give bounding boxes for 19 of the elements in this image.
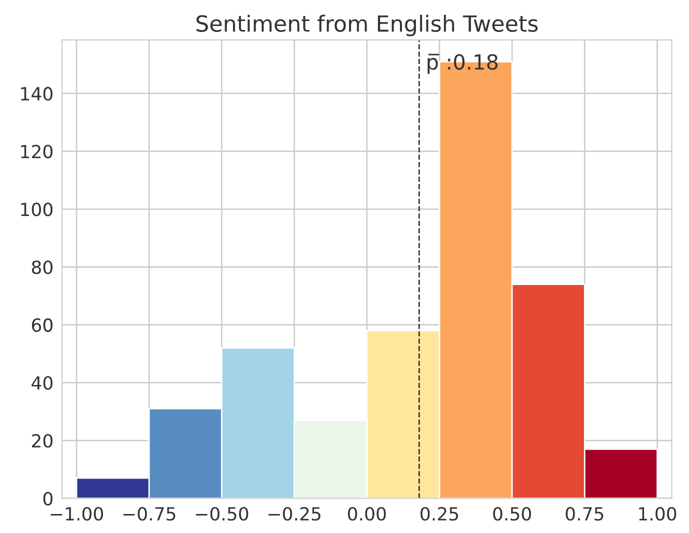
y-tick-label: 60 <box>32 318 52 332</box>
x-tick-label: −0.25 <box>268 507 320 521</box>
x-tick-label: 0.00 <box>348 507 386 521</box>
x-tick-label: −0.50 <box>196 507 248 521</box>
x-tick-label: −1.00 <box>50 507 103 521</box>
y-tick-label: 80 <box>32 260 52 274</box>
x-tick-label: 0.75 <box>566 507 604 521</box>
ref-line-label: p̅ :0.18 <box>428 54 498 74</box>
y-tick-label: 140 <box>21 86 52 101</box>
y-tick-label: 120 <box>21 144 52 158</box>
x-tick-label: 1.00 <box>639 507 676 521</box>
chart-title: Sentiment from English Tweets <box>196 14 538 36</box>
y-tick-label: 100 <box>21 202 52 216</box>
y-tick-label: 40 <box>32 376 52 390</box>
y-tick-label: 0 <box>43 492 52 506</box>
x-tick-label: −0.75 <box>123 507 176 521</box>
x-tick-label: 0.50 <box>493 507 531 521</box>
x-tick-label: 0.25 <box>420 507 458 521</box>
y-tick-label: 20 <box>32 434 52 448</box>
